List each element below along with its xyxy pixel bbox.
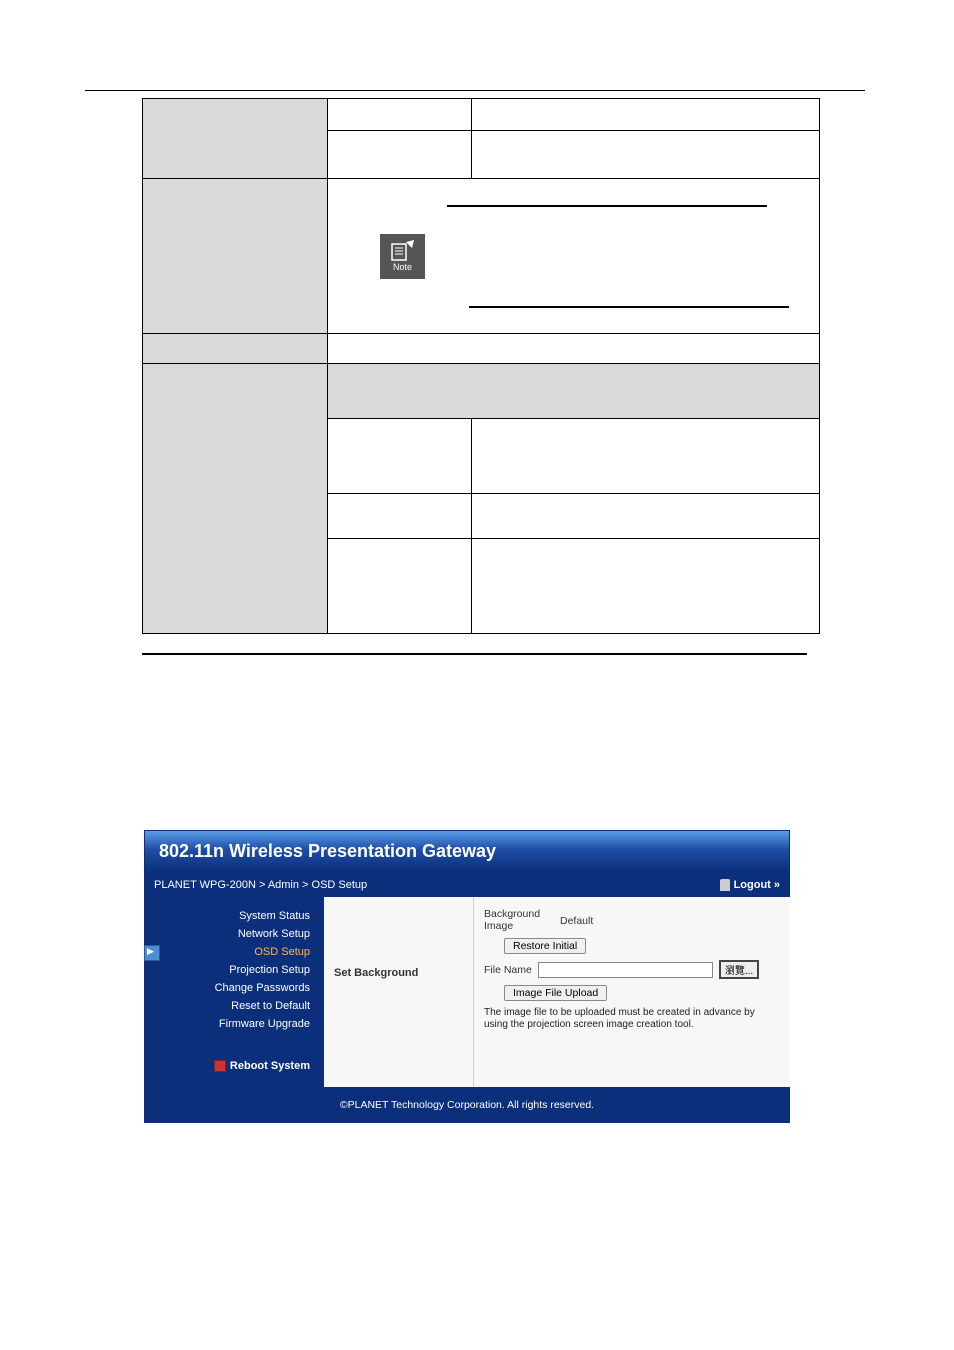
upload-help-text: The image file to be uploaded must be cr…: [484, 1007, 780, 1031]
section-label: Set Background: [334, 967, 418, 979]
table-cell: [328, 494, 472, 539]
window-title: 802.11n Wireless Presentation Gateway: [159, 841, 496, 861]
restore-row: Restore Initial: [484, 938, 780, 954]
config-param-table: Note: [142, 98, 820, 634]
form-column: Background Image Default Restore Initial…: [474, 897, 790, 1087]
table-cell: [328, 539, 472, 634]
table-bottom-border: [142, 653, 807, 655]
upload-row: Image File Upload: [484, 985, 780, 1001]
breadcrumb: PLANET WPG-200N > Admin > OSD Setup: [154, 879, 367, 891]
browse-button[interactable]: 瀏覽...: [719, 960, 759, 979]
chevron-right-icon: ▶: [147, 946, 154, 957]
lock-icon: [720, 879, 730, 891]
page-top-divider: [85, 90, 865, 91]
file-name-input[interactable]: [538, 962, 713, 978]
file-name-label: File Name: [484, 964, 532, 976]
sidebar-item-reset-default[interactable]: Reset to Default: [144, 997, 324, 1015]
sidebar-item-system-status[interactable]: System Status: [144, 907, 324, 925]
table-row-label: [143, 364, 328, 634]
sidebar-item-projection-setup[interactable]: Projection Setup: [144, 961, 324, 979]
window-title-bar: 802.11n Wireless Presentation Gateway: [144, 830, 790, 873]
logout-link[interactable]: Logout »: [720, 879, 780, 891]
section-label-column: Set Background: [324, 897, 474, 1087]
background-image-row: Background Image Default: [484, 909, 780, 932]
table-cell: [471, 131, 820, 179]
content-panel: Set Background Background Image Default …: [324, 897, 790, 1087]
file-name-row: File Name 瀏覽...: [484, 960, 780, 979]
sidebar: System Status Network Setup ▶OSD Setup P…: [144, 897, 324, 1087]
table-cell: [471, 539, 820, 634]
table-subheader: [328, 364, 820, 419]
power-icon: [214, 1060, 226, 1072]
table-row-label: [143, 334, 328, 364]
note-icon: Note: [380, 234, 425, 279]
note-cell: Note: [328, 179, 820, 334]
table-cell: [328, 419, 472, 494]
table-cell: [328, 334, 820, 364]
admin-body: System Status Network Setup ▶OSD Setup P…: [144, 897, 790, 1087]
admin-ui-screenshot: 802.11n Wireless Presentation Gateway PL…: [144, 830, 790, 1123]
sidebar-item-change-passwords[interactable]: Change Passwords: [144, 979, 324, 997]
sidebar-item-osd-setup[interactable]: ▶OSD Setup: [144, 943, 324, 961]
bg-image-value: Default: [560, 915, 593, 927]
table-cell: [471, 494, 820, 539]
table-cell: [328, 99, 472, 131]
table-row-label: [143, 179, 328, 334]
bg-image-label: Background Image: [484, 909, 554, 932]
image-upload-button[interactable]: Image File Upload: [504, 985, 607, 1001]
table-cell: [471, 99, 820, 131]
reboot-system-link[interactable]: Reboot System: [144, 1057, 324, 1075]
table-cell: [328, 131, 472, 179]
sidebar-item-firmware-upgrade[interactable]: Firmware Upgrade: [144, 1015, 324, 1033]
footer-bar: ©PLANET Technology Corporation. All righ…: [144, 1087, 790, 1123]
copyright-text: ©PLANET Technology Corporation. All righ…: [340, 1099, 594, 1111]
table-row-label: [143, 99, 328, 179]
sidebar-item-network-setup[interactable]: Network Setup: [144, 925, 324, 943]
breadcrumb-bar: PLANET WPG-200N > Admin > OSD Setup Logo…: [144, 873, 790, 897]
restore-initial-button[interactable]: Restore Initial: [504, 938, 586, 954]
table-cell: [471, 419, 820, 494]
